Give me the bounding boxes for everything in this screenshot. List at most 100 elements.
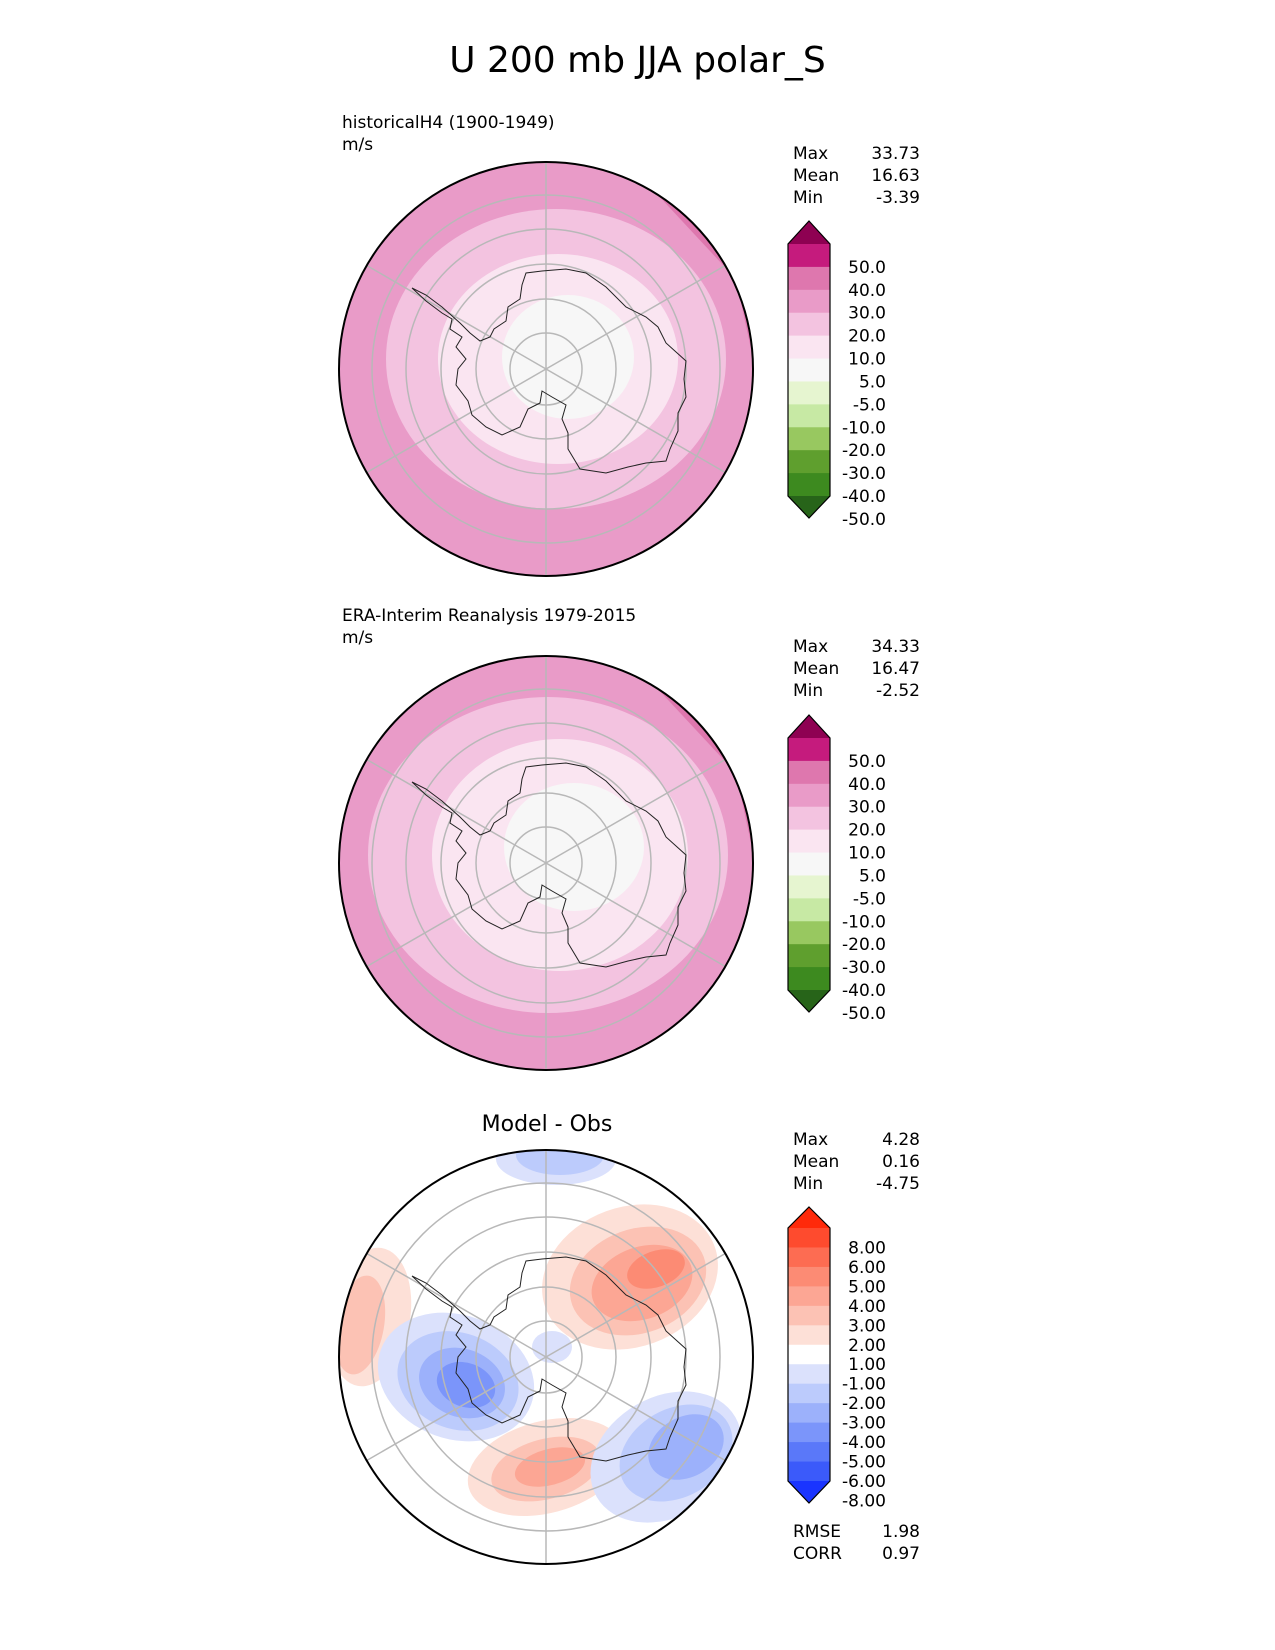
colorbar-segment [788,852,830,876]
colorbar-tick-label: 4.00 [848,1297,886,1317]
colorbar-segment [788,738,830,762]
colorbar-segment [788,473,830,497]
colorbar-tick-label: -20.0 [842,935,886,955]
colorbar-tick-label: -40.0 [842,981,886,1001]
colorbar-extension-bottom [788,1481,830,1503]
colorbar-segment [788,1286,830,1307]
panel2-label-line1: ERA-Interim Reanalysis 1979-2015 [342,606,637,626]
colorbar-segment [788,806,830,831]
colorbar-segment [788,760,830,785]
colorbar-tick-label: -6.00 [842,1472,886,1492]
panel3-stat-min-name: Min [793,1174,824,1194]
colorbar-tick-label: -3.00 [842,1414,886,1434]
map-border [338,161,754,577]
colorbar-tick-label: 40.0 [848,775,886,795]
panel2-stat-mean-value: 16.47 [871,659,920,679]
panel3-metric-rmse-name: RMSE [793,1522,842,1542]
polar-map-3 [338,1149,754,1565]
panel1-stat-min-value: -3.39 [876,188,920,208]
panel2-stat-min-name: Min [793,681,824,701]
panel2-stat-min-value: -2.52 [876,681,920,701]
colorbar-extension-top [788,715,830,738]
colorbar-tick-label: 10.0 [848,844,886,864]
colorbar-segment [788,1305,830,1326]
colorbar-tick-label: -10.0 [842,418,886,438]
longitude-gridline [545,264,726,370]
colorbar-tick-label: 50.0 [848,752,886,772]
longitude-gridline [366,368,547,474]
colorbar-tick-label: -50.0 [842,510,886,530]
colorbar-segment [788,1461,830,1482]
colorbar-segment [788,450,830,474]
antarctica-coastline [411,762,687,968]
colorbar-tick-label: -40.0 [842,487,886,507]
panel1-stat-min-name: Min [793,188,824,208]
colorbar-segment [788,289,830,314]
colorbar-segment [788,1364,830,1385]
longitude-gridline [545,758,726,864]
colorbar-extension-bottom [788,496,830,518]
contour-region [532,1331,572,1363]
colorbar-tick-label: -10.0 [842,912,886,932]
panel3-stat-mean-name: Mean [793,1152,840,1172]
contour-region [514,1447,586,1487]
colorbar-extension-top [788,221,830,244]
longitude-gridline [366,1356,547,1462]
field-fill [339,162,753,576]
colorbar-segment [788,244,830,268]
colorbar-tick-label: -30.0 [842,464,886,484]
antarctica-coastline [411,1256,687,1462]
colorbar-tick-label: 5.00 [848,1277,886,1297]
colorbar-tick-label: 30.0 [848,304,886,324]
longitude-gridline [545,862,726,968]
colorbar-segment [788,898,830,922]
colorbar-outline [787,714,831,1013]
colorbar-1: 50.0 40.0 30.0 20.0 10.05.0 -5.0 -10.0 -20.0 -30… [787,220,886,530]
longitude-gridline [366,862,547,968]
panel3-metric-corr-name: CORR [793,1544,842,1564]
colorbar-2: 50.0 40.0 30.0 20.0 10.05.0 -5.0 -10.0 -20.0 -30… [787,714,886,1024]
colorbar-tick-label: -2.00 [842,1394,886,1414]
colorbar-tick-label: -30.0 [842,958,886,978]
panel3-stat-min-value: -4.75 [876,1174,920,1194]
colorbar-segment [788,427,830,451]
colorbar-segment [788,1325,830,1346]
colorbar-segment [788,1228,830,1248]
colorbar-tick-label: 10.0 [848,350,886,370]
colorbar-extension-bottom [788,990,830,1012]
colorbar-segment [788,1383,830,1404]
polar-map-2 [338,655,754,1071]
polar-map-1 [338,161,754,577]
colorbar-tick-label: -1.00 [842,1375,886,1395]
panel1-stat-mean-name: Mean [793,166,840,186]
colorbar-segment [788,1442,830,1463]
colorbar-segment [788,312,830,337]
panel1-stat-max-value: 33.73 [871,144,920,164]
colorbar-tick-label: 3.00 [848,1316,886,1336]
panel1-label-line1: historicalH4 (1900-1949) [342,113,555,133]
colorbar-tick-label: 30.0 [848,798,886,818]
panel2-stat-mean-name: Mean [793,659,840,679]
colorbar-tick-label: -4.00 [842,1433,886,1453]
colorbar-tick-label: 5.0 [859,372,886,392]
panel3-stat-mean-value: 0.16 [882,1152,920,1172]
colorbar-tick-label: 8.00 [848,1238,886,1258]
colorbar-3: 8.006.005.004.003.002.001.00-1.00-2.00-3… [787,1206,886,1511]
longitude-gridline [366,1252,547,1358]
contour-region [436,1361,496,1409]
panel3-metric-corr-value: 0.97 [882,1544,920,1564]
colorbar-tick-label: 6.00 [848,1258,886,1278]
longitude-gridline [545,368,726,474]
map-border [338,655,754,1071]
colorbar-segment [788,381,830,405]
field-fill [339,656,753,1070]
colorbar-segment [788,1403,830,1424]
colorbar-segment [788,1344,830,1365]
contour-region [516,1150,604,1175]
panel2-stat-max-name: Max [793,637,829,657]
colorbar-segment [788,266,830,291]
panel1-label-line2: m/s [342,135,374,155]
panel3-title: Model - Obs [481,1112,613,1137]
colorbar-segment [788,921,830,945]
